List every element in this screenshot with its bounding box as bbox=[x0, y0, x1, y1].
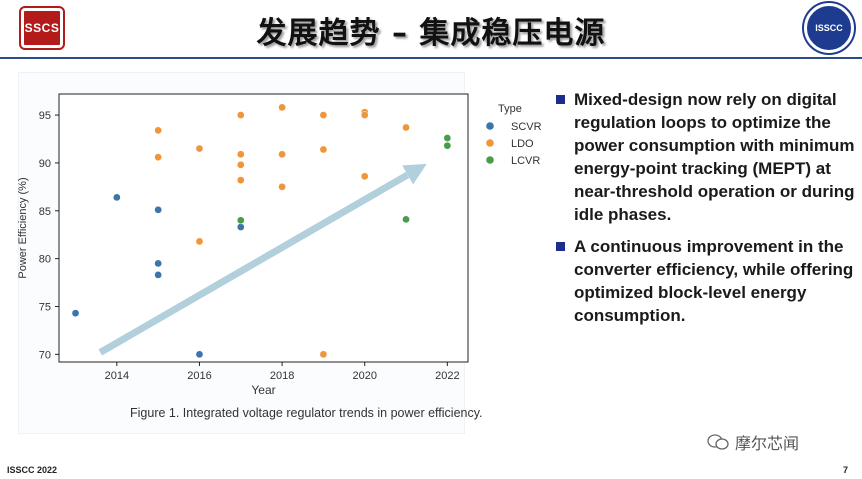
y-tick-label: 85 bbox=[39, 206, 51, 218]
data-point-ldo bbox=[236, 111, 245, 119]
bullet-list: Mixed-design now rely on digital regulat… bbox=[552, 88, 857, 336]
legend-title: Type bbox=[498, 103, 522, 115]
bullet-text: A continuous improvement in the converte… bbox=[574, 237, 854, 325]
data-point-ldo bbox=[278, 103, 286, 112]
data-point-scvr bbox=[154, 271, 163, 279]
sscs-logo: SSCS bbox=[19, 6, 65, 50]
data-point-lcvr bbox=[443, 141, 452, 150]
data-point-scvr bbox=[112, 193, 121, 202]
trend-arrow-head bbox=[402, 163, 427, 185]
bullet-item: Mixed-design now rely on digital regulat… bbox=[552, 88, 857, 226]
bullet-square-icon bbox=[556, 242, 565, 251]
data-point-ldo bbox=[360, 172, 369, 181]
data-point-ldo bbox=[154, 153, 163, 162]
legend-marker-ldo bbox=[486, 139, 494, 147]
title-divider bbox=[0, 57, 862, 59]
legend-label: LDO bbox=[511, 138, 534, 150]
bullet-text: Mixed-design now rely on digital regulat… bbox=[574, 90, 855, 224]
data-point-ldo bbox=[278, 150, 286, 159]
x-tick-label: 2014 bbox=[105, 370, 129, 382]
y-tick-label: 95 bbox=[39, 110, 51, 122]
data-point-ldo bbox=[236, 150, 245, 159]
y-tick-label: 75 bbox=[39, 301, 51, 313]
isscc-logo: ISSCC bbox=[804, 3, 854, 53]
data-point-ldo bbox=[236, 160, 245, 169]
legend-label: LCVR bbox=[511, 155, 540, 167]
watermark-text: 摩尔芯闻 bbox=[735, 434, 800, 453]
y-axis-label: Power Efficiency (%) bbox=[17, 177, 29, 278]
data-point-ldo bbox=[278, 182, 286, 191]
data-point-ldo bbox=[402, 123, 410, 132]
data-point-lcvr bbox=[443, 134, 452, 142]
x-tick-label: 2022 bbox=[435, 370, 459, 382]
x-tick-label: 2020 bbox=[352, 370, 376, 382]
legend-marker-scvr bbox=[486, 122, 494, 130]
data-point-ldo bbox=[195, 144, 204, 153]
data-point-ldo bbox=[195, 237, 204, 246]
page-number: 7 bbox=[842, 465, 848, 475]
data-point-ldo bbox=[319, 145, 328, 154]
wechat-icon bbox=[707, 434, 729, 450]
x-axis-label: Year bbox=[251, 383, 275, 397]
y-tick-label: 80 bbox=[39, 254, 51, 266]
footer-conference: ISSCC 2022 bbox=[7, 465, 58, 475]
data-point-scvr bbox=[154, 205, 163, 214]
legend-label: SCVR bbox=[511, 121, 542, 133]
x-tick-label: 2016 bbox=[187, 370, 211, 382]
data-point-ldo bbox=[319, 350, 328, 359]
legend-marker-lcvr bbox=[486, 156, 494, 164]
data-point-lcvr bbox=[402, 215, 410, 224]
slide-title: 发展趋势 – 集成稳压电源 bbox=[256, 16, 606, 51]
data-point-ldo bbox=[319, 111, 328, 119]
data-point-scvr bbox=[71, 309, 80, 318]
bullet-square-icon bbox=[556, 95, 565, 104]
data-point-scvr bbox=[236, 223, 245, 231]
watermark: 摩尔芯闻 bbox=[707, 430, 799, 454]
figure-caption: Figure 1. Integrated voltage regulator t… bbox=[130, 406, 483, 420]
y-tick-label: 90 bbox=[39, 158, 51, 170]
bullet-item: A continuous improvement in the converte… bbox=[552, 235, 857, 327]
trend-arrow-shaft bbox=[98, 171, 410, 356]
y-tick-label: 70 bbox=[39, 349, 51, 361]
data-point-scvr bbox=[195, 350, 204, 359]
plot-area bbox=[58, 93, 469, 363]
data-point-ldo bbox=[236, 176, 245, 184]
data-point-scvr bbox=[154, 259, 163, 268]
data-point-ldo bbox=[154, 126, 163, 135]
x-tick-label: 2018 bbox=[270, 370, 294, 382]
data-point-ldo bbox=[360, 111, 369, 119]
data-point-lcvr bbox=[236, 216, 245, 225]
